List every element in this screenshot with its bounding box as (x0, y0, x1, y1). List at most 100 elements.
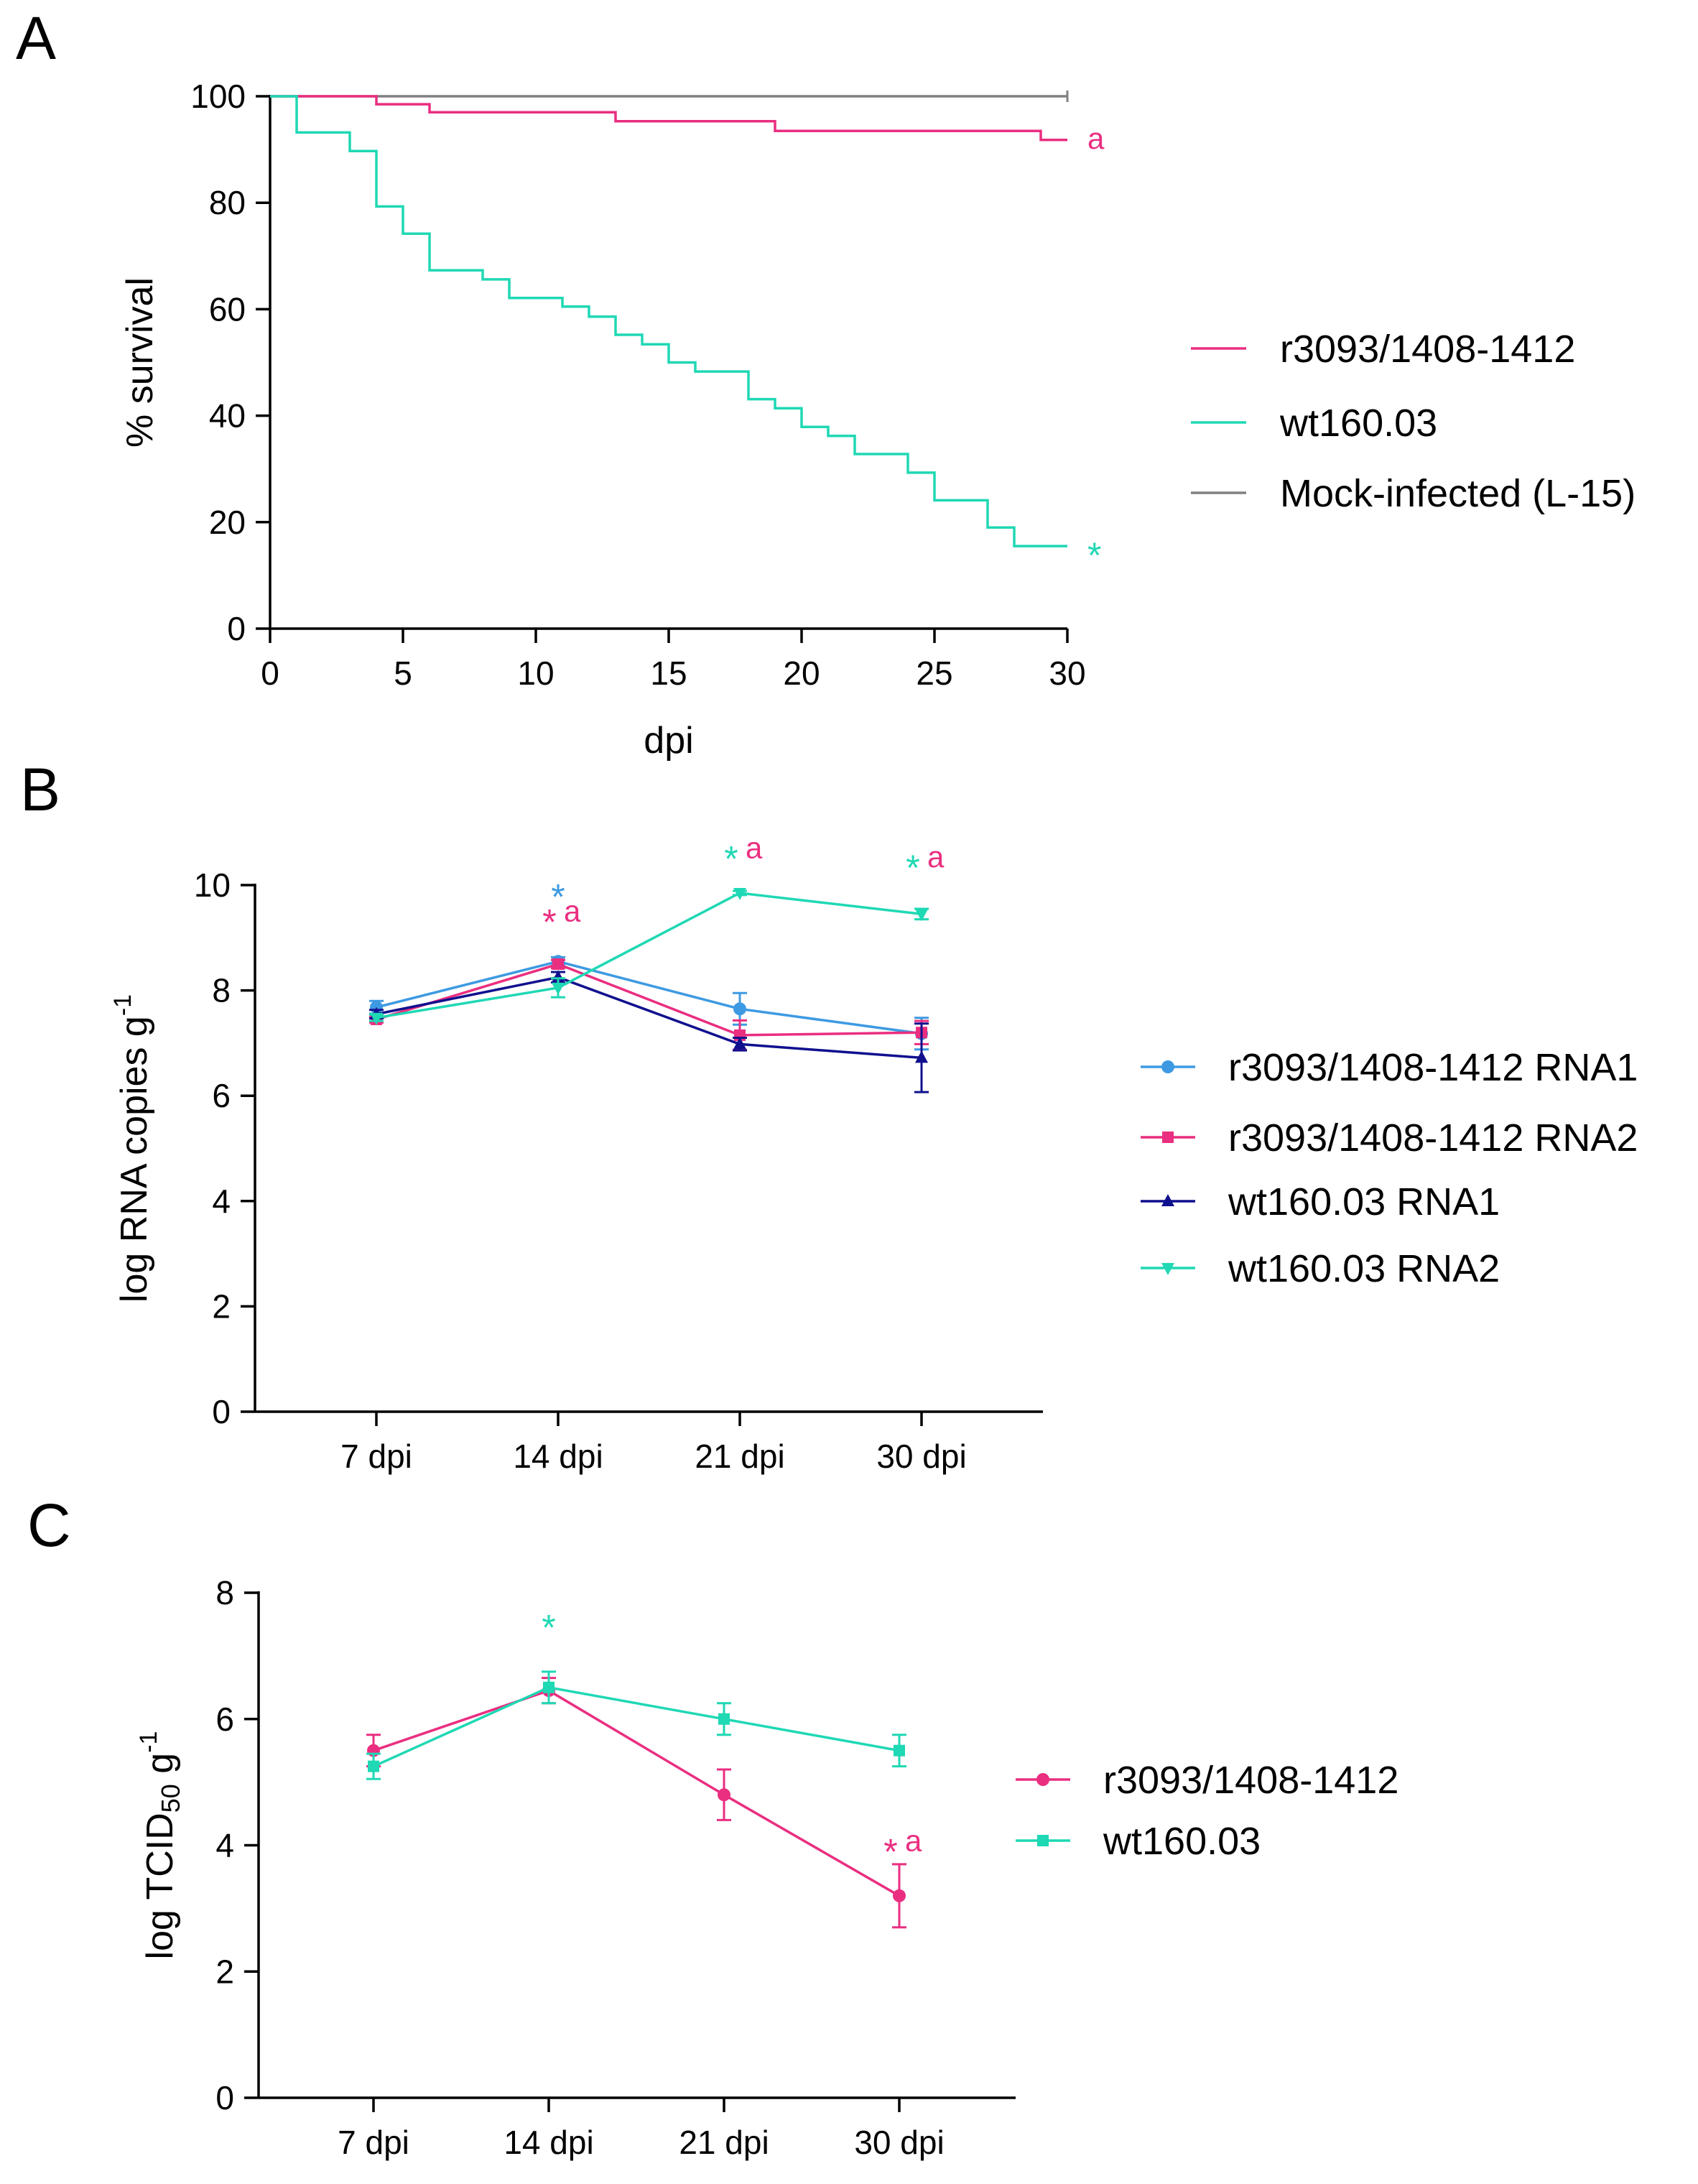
data-point (915, 909, 928, 922)
data-point (552, 958, 564, 970)
y-axis-title: % survival (119, 277, 161, 448)
x-axis-title: dpi (644, 720, 693, 762)
data-point (543, 1681, 555, 1693)
data-point (552, 982, 565, 995)
significance-letter: a (746, 831, 763, 865)
y-tick-label: 8 (212, 972, 231, 1009)
x-tick-label: 7 dpi (340, 1438, 412, 1475)
x-tick-label: 10 (517, 654, 554, 692)
x-tick-label: 30 (1049, 654, 1085, 692)
panel-a-series: a* (270, 91, 1105, 575)
panel-c: C 0 2 4 6 8 7 dpi 14 dpi 21 dpi 30 dpi log TCID50… (27, 1491, 1398, 2161)
y-tick-label: 0 (215, 2079, 234, 2116)
data-point (915, 1050, 928, 1063)
legend-marker (1036, 1773, 1049, 1786)
series-line (376, 963, 922, 1037)
legend-label: r3093/1408-1412 RNA1 (1228, 1046, 1638, 1089)
y-tick-label: 4 (212, 1183, 231, 1220)
significance-star: * (906, 848, 919, 888)
significance-star: * (542, 1608, 555, 1648)
y-tick-label: 2 (212, 1287, 231, 1325)
x-tick-label: 7 dpi (338, 2124, 409, 2161)
legend-label: r3093/1408-1412 (1280, 328, 1575, 371)
y-axis-title-part: log TCID (139, 1813, 181, 1959)
panel-letter-b: B (20, 756, 60, 823)
y-tick-label: 10 (194, 866, 231, 904)
y-axis-title: log TCID50 g-1 (135, 1731, 185, 1960)
panel-letter-c: C (27, 1491, 71, 1559)
survival-end-label: a (1087, 121, 1105, 155)
legend-label: wt160.03 RNA1 (1228, 1180, 1500, 1223)
legend-marker (1162, 1132, 1174, 1143)
y-axis-title-part: -1 (109, 994, 136, 1016)
y-tick-label: 60 (209, 290, 246, 328)
legend-marker (1161, 1263, 1174, 1275)
y-axis-title-part: 50 (156, 1784, 185, 1813)
panel-b-axes: 0 2 4 6 8 10 7 dpi 14 dpi 21 dpi 30 dpi log RNA co… (109, 866, 1043, 1475)
significance-star: * (542, 902, 556, 943)
data-point (733, 1037, 746, 1050)
data-point (718, 1788, 730, 1802)
y-tick-label: 0 (212, 1393, 231, 1430)
panel-b: B 0 2 4 6 8 10 7 dpi 14 dpi 21 dpi 30 dpi log RNA … (20, 756, 1638, 1475)
panel-a-legend: r3093/1408-1412 wt160.03 Mock-infected (L-… (1191, 328, 1636, 515)
legend-marker (1161, 1194, 1174, 1206)
data-point (733, 1002, 746, 1016)
y-tick-label: 20 (209, 504, 246, 541)
legend-label: wt160.03 (1279, 402, 1437, 445)
x-tick-label: 30 dpi (854, 2124, 944, 2161)
x-tick-label: 21 dpi (695, 1438, 784, 1475)
data-point (893, 1889, 906, 1902)
series-line (376, 976, 922, 1060)
y-tick-label: 6 (212, 1077, 231, 1114)
significance-star: * (883, 1832, 897, 1872)
significance-letter: a (564, 894, 581, 928)
y-tick-label: 2 (215, 1953, 234, 1990)
panel-b-legend: r3093/1408-1412 RNA1 r3093/1408-1412 RNA2… (1141, 1046, 1638, 1290)
x-tick-label: 0 (261, 654, 279, 692)
legend-label: r3093/1408-1412 RNA2 (1228, 1116, 1638, 1160)
significance-letter: a (905, 1824, 922, 1858)
survival-line (270, 95, 1067, 547)
y-tick-label: 0 (227, 610, 246, 647)
data-point (718, 1713, 730, 1725)
x-tick-label: 14 dpi (504, 2124, 593, 2161)
x-tick-label: 25 (916, 654, 952, 692)
y-tick-label: 8 (215, 1574, 234, 1611)
legend-marker (1037, 1835, 1049, 1846)
panel-c-legend: r3093/1408-1412 wt160.03 (1016, 1759, 1398, 1863)
panel-c-axes: 0 2 4 6 8 7 dpi 14 dpi 21 dpi 30 dpi log TCID50 g… (135, 1574, 1016, 2161)
y-tick-label: 80 (209, 184, 246, 221)
series-line (373, 1689, 900, 1897)
significance-letter: a (927, 840, 945, 874)
series-line (376, 960, 922, 1035)
significance-star: * (551, 876, 565, 917)
y-tick-label: 100 (190, 78, 246, 115)
y-tick-label: 40 (209, 397, 246, 435)
x-tick-label: 15 (650, 654, 687, 692)
data-point (733, 887, 746, 900)
legend-label: Mock-infected (L-15) (1280, 472, 1636, 515)
significance-star: * (724, 839, 738, 879)
data-point (370, 1012, 383, 1025)
panel-a-axes: 0 20 40 60 80 100 0 5 10 15 20 25 30 dpi % survival (119, 78, 1086, 762)
x-tick-label: 21 dpi (679, 2124, 769, 2161)
x-tick-label: 20 (783, 654, 820, 692)
y-tick-label: 6 (215, 1701, 234, 1738)
legend-marker (1161, 1060, 1174, 1073)
survival-end-label: * (1087, 535, 1101, 575)
series-line (376, 892, 922, 1019)
x-tick-label: 5 (394, 654, 412, 692)
y-tick-label: 4 (215, 1827, 234, 1864)
survival-line (270, 95, 1067, 142)
y-axis-title-part: g (139, 1753, 181, 1784)
legend-label: wt160.03 RNA2 (1228, 1247, 1500, 1290)
panel-c-series: ** a (366, 1608, 922, 1929)
data-point (894, 1744, 905, 1757)
panel-letter-a: A (16, 4, 56, 72)
y-axis-title: log RNA copies g-1 (109, 994, 155, 1302)
legend-label: wt160.03 (1103, 1820, 1261, 1863)
data-point (368, 1760, 379, 1772)
